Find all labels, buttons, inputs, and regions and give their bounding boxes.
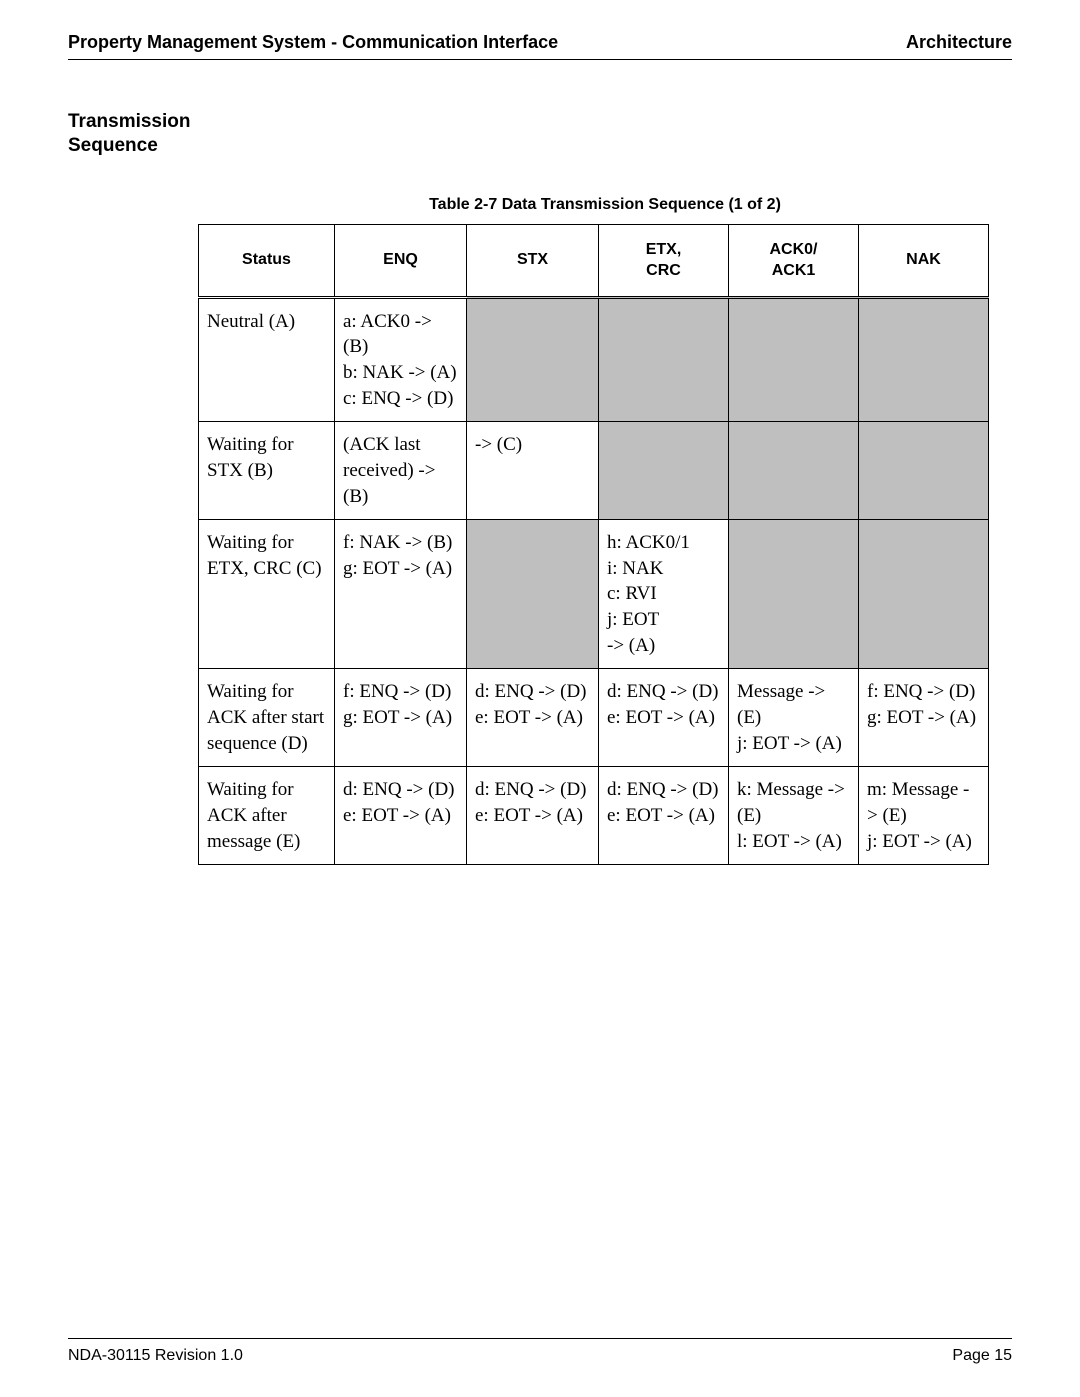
table-header-cell: ENQ bbox=[335, 224, 467, 297]
page-footer: NDA-30115 Revision 1.0 Page 15 bbox=[68, 1338, 1012, 1365]
table-cell bbox=[859, 422, 989, 520]
table-cell bbox=[859, 520, 989, 669]
table-cell: f: NAK -> (B)g: EOT -> (A) bbox=[335, 520, 467, 669]
header-right: Architecture bbox=[906, 32, 1012, 53]
table-cell: Waiting for ACK after message (E) bbox=[199, 767, 335, 865]
table-row: Waiting for ACK after message (E)d: ENQ … bbox=[199, 767, 989, 865]
table-cell: d: ENQ -> (D)e: EOT -> (A) bbox=[599, 669, 729, 767]
section-title: Transmission Sequence bbox=[68, 110, 1012, 158]
table-cell: -> (C) bbox=[467, 422, 599, 520]
table-cell: Waiting for ACK after start sequence (D) bbox=[199, 669, 335, 767]
table-header-cell: ETX,CRC bbox=[599, 224, 729, 297]
section-title-line2: Sequence bbox=[68, 135, 158, 156]
table-body: Neutral (A)a: ACK0 -> (B)b: NAK -> (A)c:… bbox=[199, 297, 989, 865]
table-header-row: StatusENQSTXETX,CRCACK0/ACK1NAK bbox=[199, 224, 989, 297]
table-cell bbox=[599, 422, 729, 520]
table-cell: a: ACK0 -> (B)b: NAK -> (A)c: ENQ -> (D) bbox=[335, 297, 467, 422]
data-transmission-table: StatusENQSTXETX,CRCACK0/ACK1NAK Neutral … bbox=[198, 224, 989, 866]
table-cell: d: ENQ -> (D)e: EOT -> (A) bbox=[599, 767, 729, 865]
table-header-cell: Status bbox=[199, 224, 335, 297]
table-row: Neutral (A)a: ACK0 -> (B)b: NAK -> (A)c:… bbox=[199, 297, 989, 422]
table-cell bbox=[729, 422, 859, 520]
table-cell: k: Message -> (E)l: EOT -> (A) bbox=[729, 767, 859, 865]
table-caption: Table 2-7 Data Transmission Sequence (1 … bbox=[198, 196, 1012, 214]
table-cell bbox=[467, 520, 599, 669]
table-cell: (ACK last received) -> (B) bbox=[335, 422, 467, 520]
table-row: Waiting for ETX, CRC (C)f: NAK -> (B)g: … bbox=[199, 520, 989, 669]
table-header-cell: ACK0/ACK1 bbox=[729, 224, 859, 297]
page-header: Property Management System - Communicati… bbox=[68, 32, 1012, 60]
footer-left: NDA-30115 Revision 1.0 bbox=[68, 1347, 243, 1365]
table-cell bbox=[467, 297, 599, 422]
table-cell: d: ENQ -> (D)e: EOT -> (A) bbox=[467, 669, 599, 767]
table-container: Table 2-7 Data Transmission Sequence (1 … bbox=[198, 196, 1012, 866]
table-cell: Neutral (A) bbox=[199, 297, 335, 422]
table-cell bbox=[859, 297, 989, 422]
header-left: Property Management System - Communicati… bbox=[68, 32, 558, 53]
table-row: Waiting for ACK after start sequence (D)… bbox=[199, 669, 989, 767]
table-cell bbox=[729, 297, 859, 422]
table-cell: f: ENQ -> (D)g: EOT -> (A) bbox=[859, 669, 989, 767]
table-cell bbox=[729, 520, 859, 669]
section-title-line1: Transmission bbox=[68, 111, 191, 132]
table-cell: d: ENQ -> (D)e: EOT -> (A) bbox=[335, 767, 467, 865]
table-cell: Message -> (E)j: EOT -> (A) bbox=[729, 669, 859, 767]
table-cell: d: ENQ -> (D)e: EOT -> (A) bbox=[467, 767, 599, 865]
table-cell: m: Mes­sage -> (E)j: EOT -> (A) bbox=[859, 767, 989, 865]
table-cell bbox=[599, 297, 729, 422]
table-cell: Waiting for STX (B) bbox=[199, 422, 335, 520]
table-header-cell: STX bbox=[467, 224, 599, 297]
table-cell: Waiting for ETX, CRC (C) bbox=[199, 520, 335, 669]
table-header-cell: NAK bbox=[859, 224, 989, 297]
table-cell: f: ENQ -> (D)g: EOT -> (A) bbox=[335, 669, 467, 767]
table-cell: h: ACK0/1i: NAKc: RVIj: EOT-> (A) bbox=[599, 520, 729, 669]
footer-right: Page 15 bbox=[952, 1347, 1012, 1365]
table-row: Waiting for STX (B)(ACK last received) -… bbox=[199, 422, 989, 520]
